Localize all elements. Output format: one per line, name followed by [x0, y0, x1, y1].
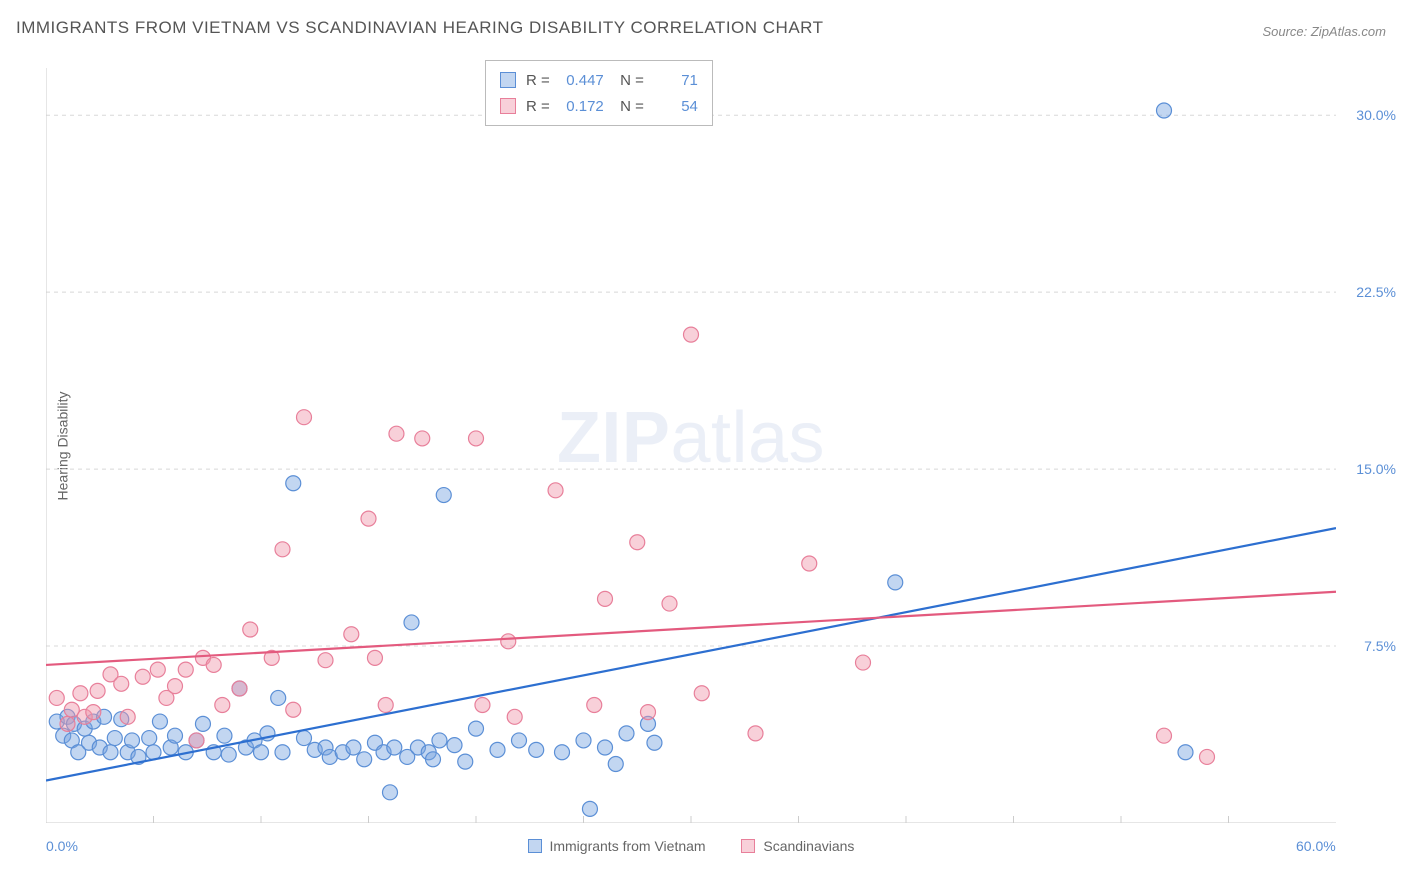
stats-n-label: N = — [620, 72, 644, 89]
stats-r-label-2: R = — [526, 98, 550, 115]
y-tick-label: 30.0% — [1356, 107, 1396, 123]
legend-item-vietnam: Immigrants from Vietnam — [528, 838, 710, 854]
legend-label-scandinavians: Scandinavians — [763, 838, 854, 854]
stats-r-label: R = — [526, 72, 550, 89]
y-tick-label: 7.5% — [1364, 638, 1396, 654]
source-credit: Source: ZipAtlas.com — [1262, 24, 1386, 39]
source-name: ZipAtlas.com — [1311, 24, 1386, 39]
stats-row-scandinavians: R = 0.172 N = 54 — [500, 93, 698, 119]
y-tick-label: 22.5% — [1356, 284, 1396, 300]
y-tick-labels: 7.5% 15.0% 22.5% 30.0% — [1336, 68, 1396, 823]
legend-item-scandinavians: Scandinavians — [741, 838, 854, 854]
stats-n-label-2: N = — [620, 98, 644, 115]
stats-r-value-scandinavians: 0.172 — [554, 98, 604, 115]
stats-n-value-scandinavians: 54 — [648, 98, 698, 115]
legend-swatch-scandinavians — [741, 839, 755, 853]
chart-title: IMMIGRANTS FROM VIETNAM VS SCANDINAVIAN … — [16, 18, 824, 38]
stats-swatch-scandinavians — [500, 98, 516, 114]
scatter-plot-svg — [46, 68, 1336, 823]
stats-swatch-vietnam — [500, 72, 516, 88]
stats-n-value-vietnam: 71 — [648, 72, 698, 89]
source-prefix: Source: — [1262, 24, 1310, 39]
series-legend: Immigrants from Vietnam Scandinavians — [46, 838, 1336, 854]
plot-area: ZIPatlas — [46, 68, 1336, 823]
stats-box: R = 0.447 N = 71 R = 0.172 N = 54 — [485, 60, 713, 126]
stats-row-vietnam: R = 0.447 N = 71 — [500, 67, 698, 93]
legend-swatch-vietnam — [528, 839, 542, 853]
stats-r-value-vietnam: 0.447 — [554, 72, 604, 89]
legend-label-vietnam: Immigrants from Vietnam — [549, 838, 705, 854]
y-tick-label: 15.0% — [1356, 461, 1396, 477]
